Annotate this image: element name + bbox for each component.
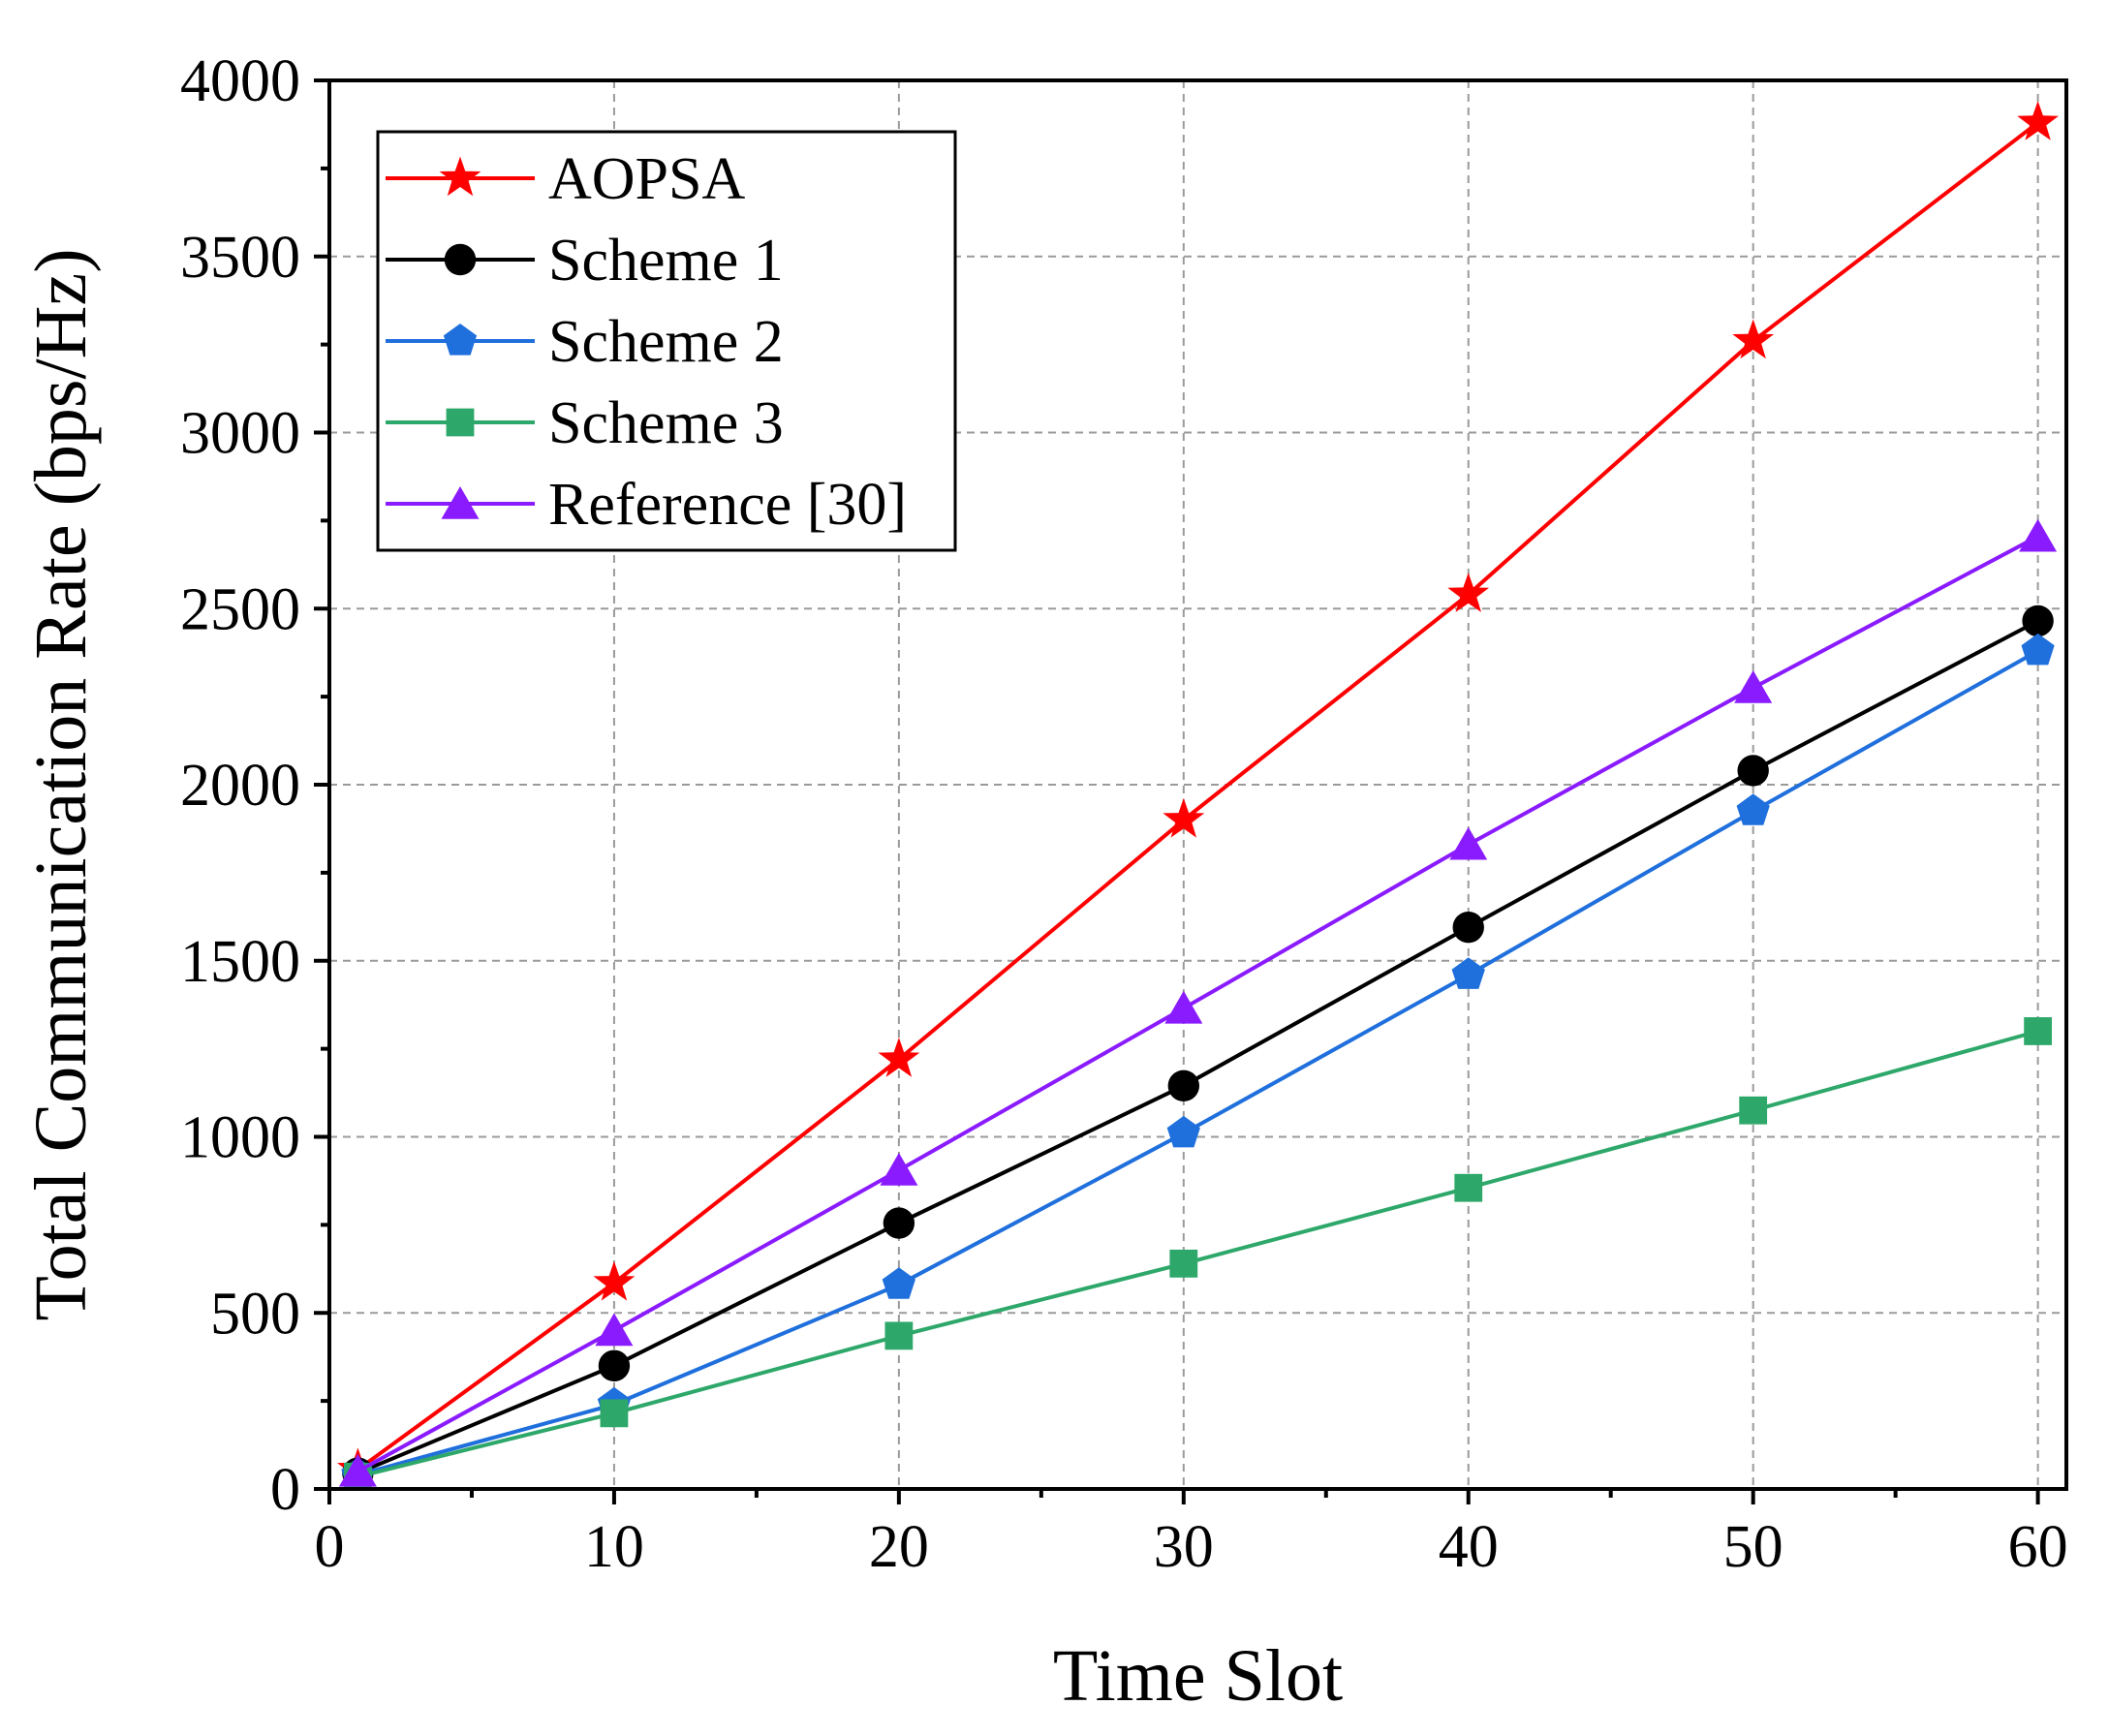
legend: AOPSA Scheme 1 Scheme 2 Scheme 3 Reference […	[376, 130, 957, 552]
x-tick-label: 50	[1723, 1514, 1783, 1580]
legend-item: Scheme 2	[386, 309, 784, 375]
data-point	[2017, 101, 2059, 140]
data-point	[439, 156, 481, 197]
legend-label: AOPSA	[548, 146, 746, 212]
y-axis-label: Total Communication Rate (bps/Hz)	[20, 248, 102, 1320]
data-point	[444, 243, 477, 276]
data-point	[1447, 573, 1490, 612]
x-tick-label: 0	[315, 1514, 345, 1580]
x-tick-label: 10	[584, 1514, 644, 1580]
y-tick-label: 500	[210, 1281, 300, 1347]
series-1	[342, 604, 2054, 1489]
data-point	[2021, 633, 2055, 666]
legend-item: AOPSA	[386, 146, 746, 212]
y-tick-label: 3500	[180, 225, 300, 291]
data-point	[1166, 1115, 1200, 1148]
x-axis-label: Time Slot	[1053, 1635, 1343, 1717]
y-tick-label: 1500	[180, 929, 300, 995]
series-0	[337, 101, 2059, 1488]
data-point	[338, 1453, 377, 1487]
data-point	[2022, 604, 2054, 637]
data-point	[1164, 990, 1203, 1024]
x-tick-label: 30	[1154, 1514, 1214, 1580]
y-tick-label: 3000	[180, 401, 300, 467]
data-point	[1167, 1070, 1200, 1101]
legend-label: Scheme 1	[548, 228, 784, 294]
legend-item: Reference [30]	[386, 472, 907, 538]
data-point	[1737, 755, 1769, 787]
x-tick-label: 40	[1439, 1514, 1499, 1580]
data-point	[598, 1349, 631, 1381]
data-point	[1739, 1096, 1768, 1125]
data-point	[882, 1267, 915, 1299]
y-tick-label: 1000	[180, 1105, 300, 1171]
series-layer	[337, 101, 2059, 1491]
data-point	[2019, 518, 2058, 552]
data-point	[1163, 797, 1205, 838]
legend-label: Reference [30]	[548, 472, 907, 538]
data-point	[1169, 1249, 1198, 1278]
legend-item: Scheme 1	[386, 228, 784, 294]
data-point	[883, 1207, 915, 1239]
x-tick-label: 60	[2008, 1514, 2068, 1580]
data-point	[878, 1038, 920, 1077]
data-point	[595, 1313, 634, 1347]
data-point	[1451, 957, 1485, 989]
data-point	[443, 324, 478, 356]
data-point	[880, 1153, 918, 1186]
axes	[314, 78, 2068, 1504]
tick-labels: 0 10 20 30 40 50 60 0 500 1000 1500 2000 2500 3000 350…	[180, 48, 2068, 1580]
series-2	[341, 633, 2055, 1489]
y-tick-label: 0	[270, 1457, 300, 1523]
data-point	[1449, 826, 1488, 860]
series-4	[338, 518, 2058, 1487]
data-point	[600, 1399, 629, 1428]
legend-label: Scheme 3	[548, 390, 784, 456]
data-point	[1736, 793, 1770, 825]
y-tick-label: 2500	[180, 576, 300, 642]
legend-label: Scheme 2	[548, 309, 784, 375]
data-point	[446, 408, 475, 437]
data-point	[884, 1321, 914, 1350]
data-point	[593, 1260, 636, 1301]
data-point	[1734, 670, 1773, 703]
y-tick-label: 2000	[180, 753, 300, 819]
legend-item: Scheme 3	[386, 390, 784, 456]
data-point	[441, 486, 480, 519]
x-tick-label: 20	[869, 1514, 929, 1580]
data-point	[1732, 319, 1775, 359]
data-point	[1452, 912, 1484, 944]
data-point	[2024, 1017, 2053, 1045]
y-tick-label: 4000	[180, 48, 300, 114]
data-point	[1454, 1173, 1483, 1202]
